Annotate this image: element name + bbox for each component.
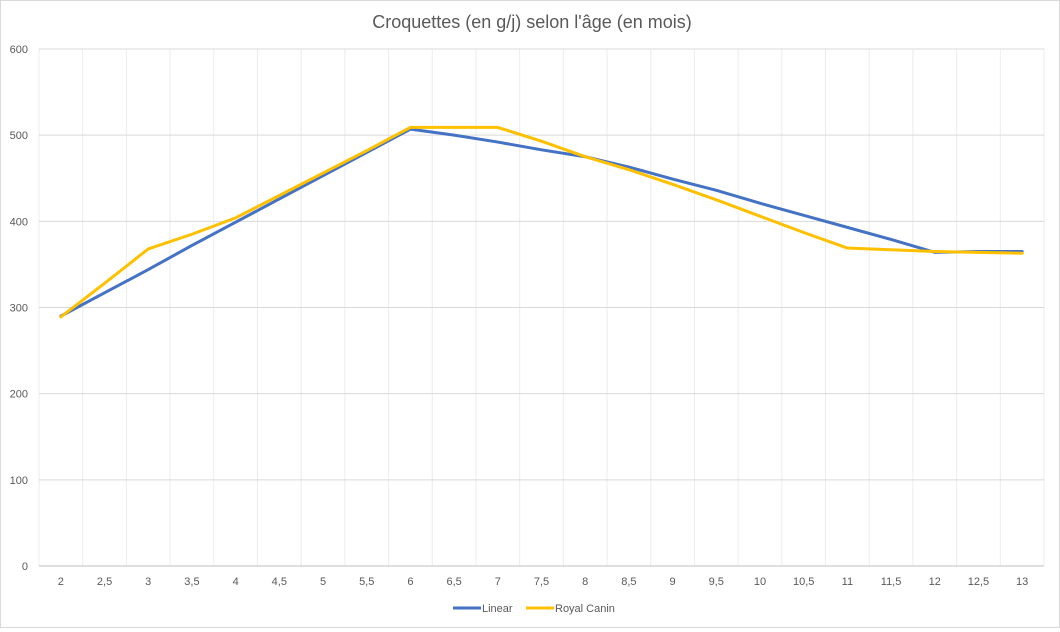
legend: Linear Royal Canin: [453, 603, 615, 615]
x-tick-label: 2,5: [97, 576, 112, 588]
legend-item: Royal Canin: [526, 603, 615, 615]
y-axis-ticks: 0 100 200 300 400 500 600: [10, 44, 28, 573]
x-axis-ticks: 2 2,5 3 3,5 4 4,5 5 5,5 6 6,5 7 7,5 8 8,5 9 9,5 10 10,5 11…: [58, 576, 1028, 588]
x-tick-label: 3,5: [184, 576, 199, 588]
x-tick-label: 5: [320, 576, 326, 588]
y-tick-label: 400: [10, 216, 28, 228]
legend-label: Linear: [482, 603, 513, 615]
chart-title: Croquettes (en g/j) selon l'âge (en mois…: [372, 12, 692, 32]
grid: [38, 48, 1045, 567]
x-tick-label: 3: [145, 576, 151, 588]
x-tick-label: 10: [754, 576, 766, 588]
x-tick-label: 11,5: [881, 576, 902, 588]
y-tick-label: 500: [10, 130, 28, 142]
x-tick-label: 4: [233, 576, 239, 588]
x-tick-label: 2: [58, 576, 64, 588]
y-tick-label: 0: [22, 561, 28, 573]
y-tick-label: 100: [10, 475, 28, 487]
legend-item: Linear: [453, 603, 513, 615]
x-tick-label: 7,5: [534, 576, 549, 588]
x-tick-label: 9: [670, 576, 676, 588]
x-tick-label: 8: [582, 576, 588, 588]
y-tick-label: 200: [10, 389, 28, 401]
series-line-linear: [59, 127, 1024, 318]
x-tick-label: 11: [842, 576, 853, 588]
x-tick-label: 8,5: [621, 576, 636, 588]
x-tick-label: 6,5: [446, 576, 461, 588]
x-tick-label: 6: [407, 576, 413, 588]
y-tick-label: 300: [10, 303, 28, 315]
y-tick-label: 600: [10, 44, 28, 56]
x-tick-label: 13: [1016, 576, 1028, 588]
x-tick-label: 4,5: [272, 576, 287, 588]
x-tick-label: 10,5: [793, 576, 814, 588]
x-tick-label: 12: [929, 576, 941, 588]
legend-label: Royal Canin: [555, 603, 615, 615]
series-line-royal-canin: [59, 125, 1024, 319]
series-lines: [59, 125, 1024, 319]
x-tick-label: 7: [495, 576, 501, 588]
x-tick-label: 12,5: [968, 576, 989, 588]
x-tick-label: 5,5: [359, 576, 374, 588]
x-tick-label: 9,5: [709, 576, 724, 588]
